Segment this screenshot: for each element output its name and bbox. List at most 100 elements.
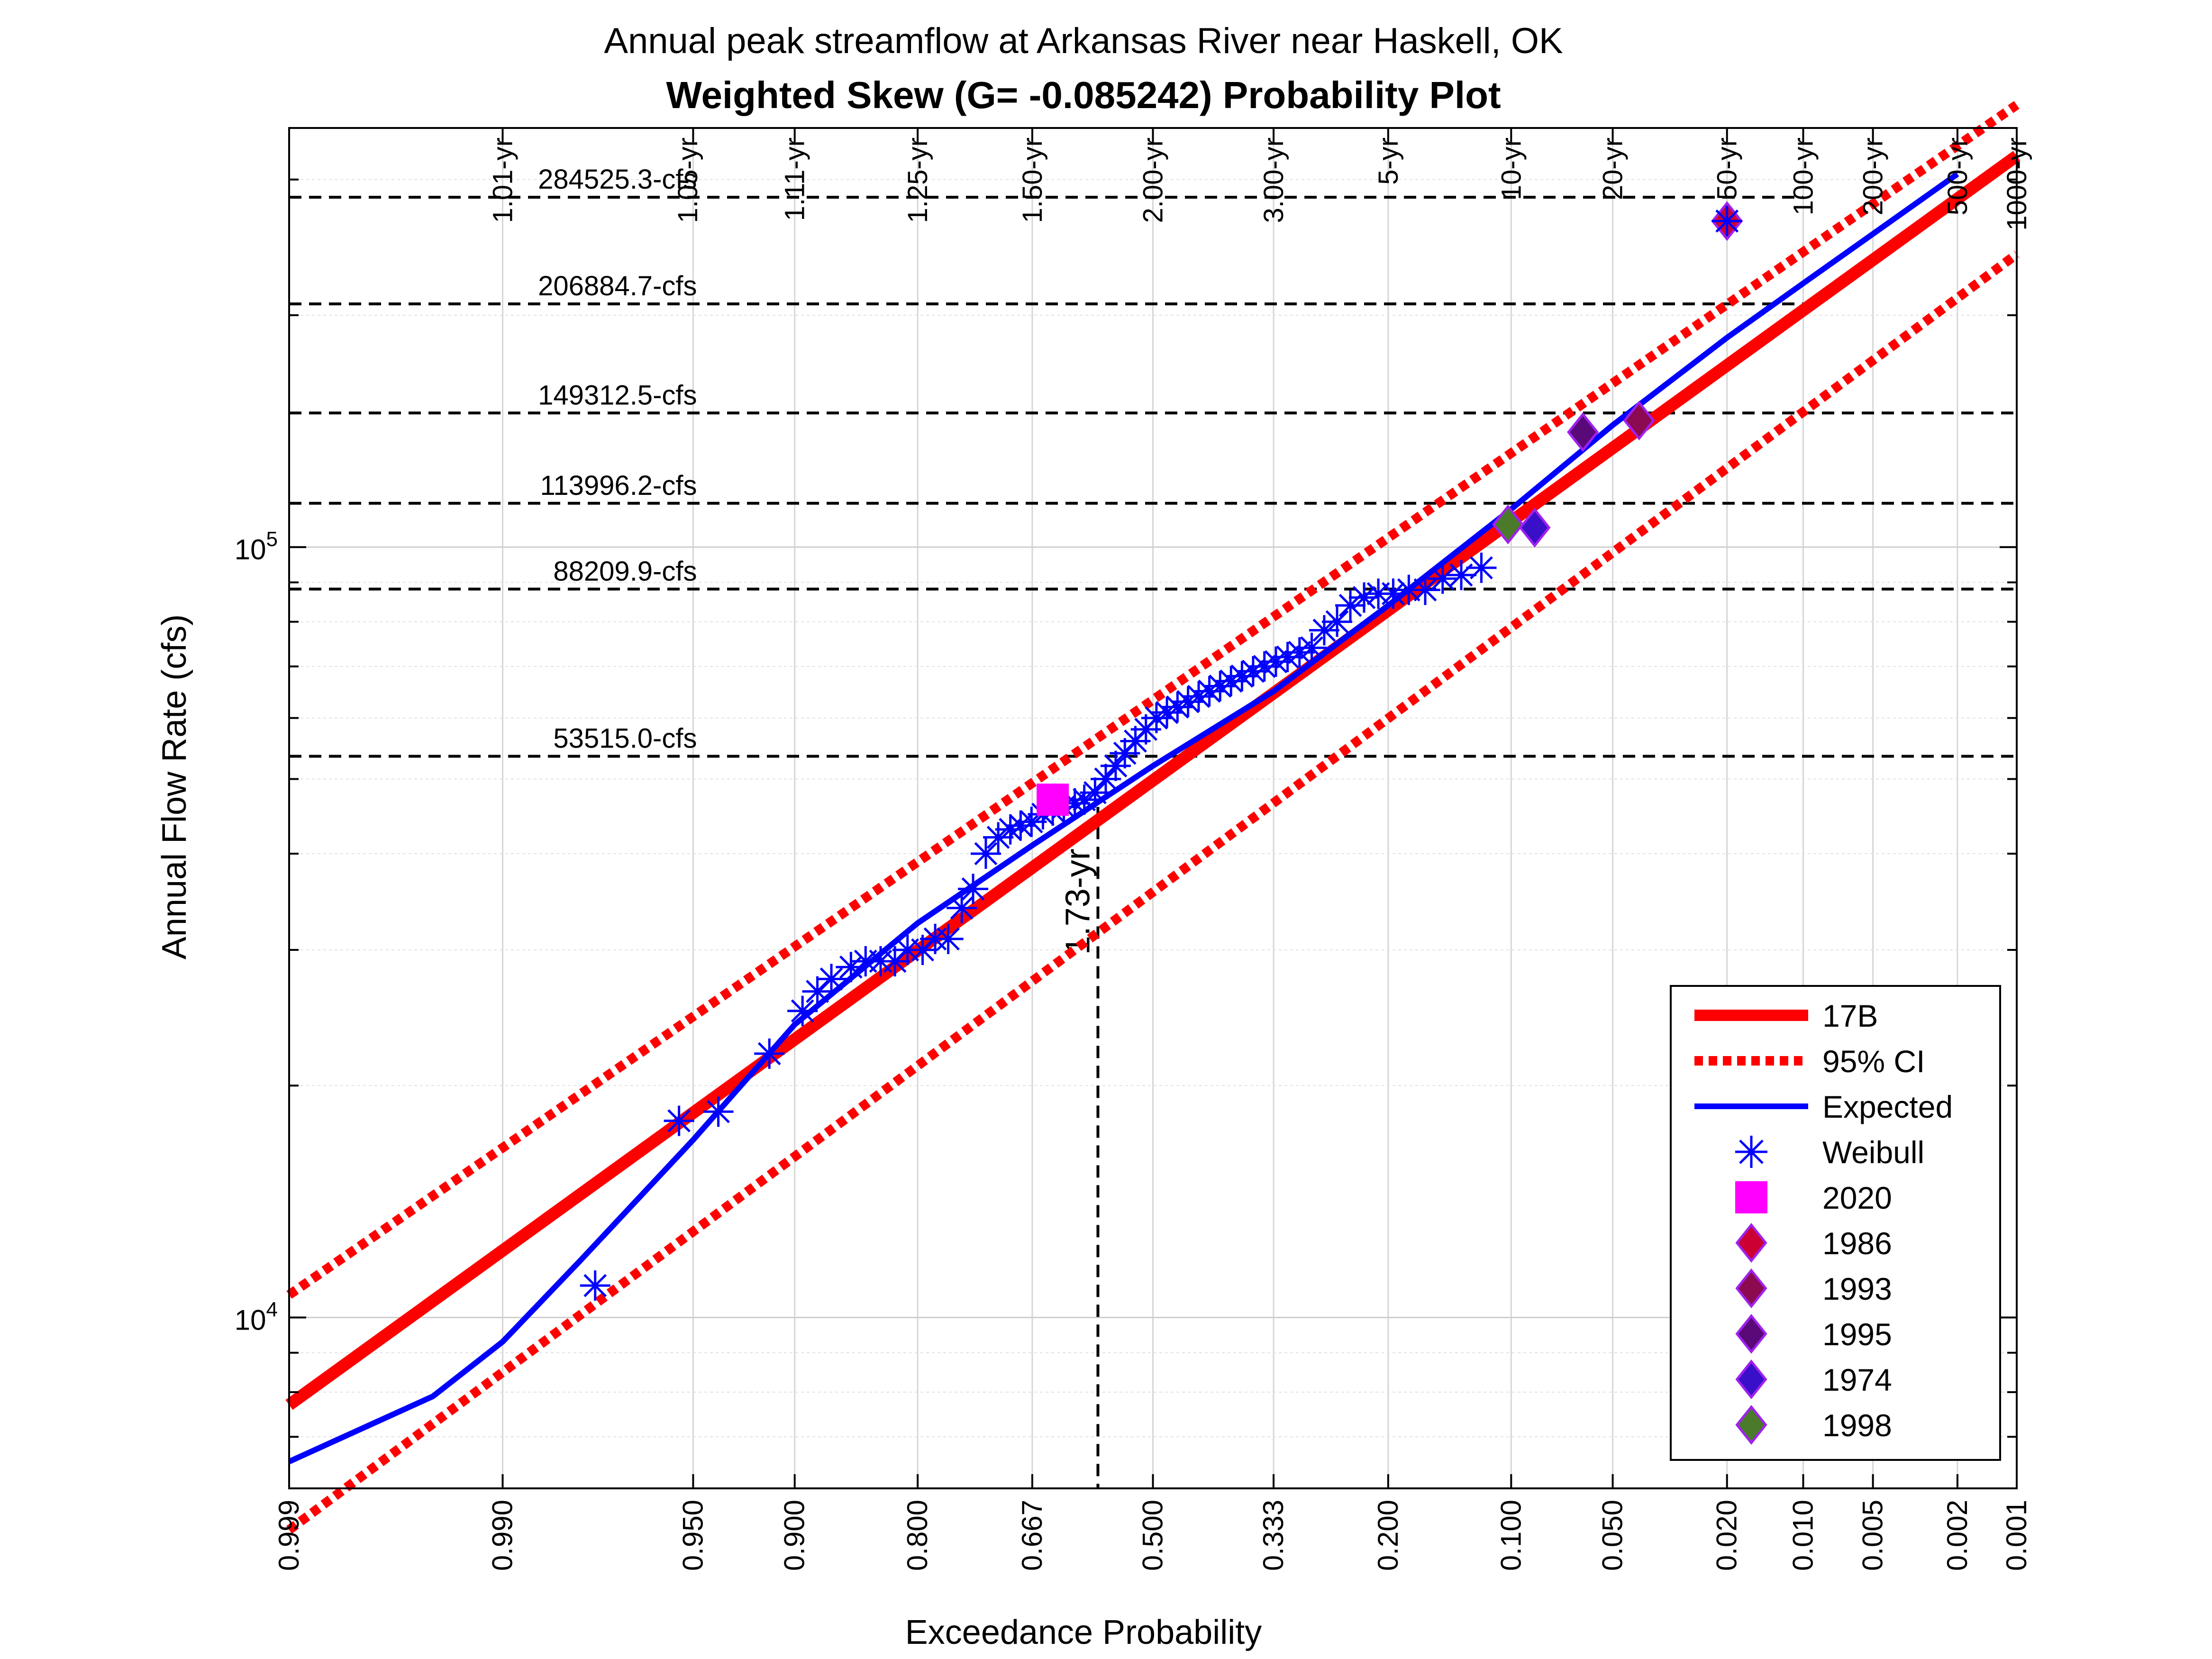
legend-label: 2020 bbox=[1822, 1180, 1892, 1215]
return-period-label: 1.25-yr bbox=[902, 137, 933, 223]
y-tick-label: 104 bbox=[235, 1298, 278, 1336]
weibull-point bbox=[1427, 563, 1458, 594]
star-stroke bbox=[839, 955, 863, 979]
return-period-label: 2.00-yr bbox=[1138, 137, 1169, 223]
x-tick-label: 0.500 bbox=[1137, 1500, 1169, 1571]
star-stroke bbox=[1413, 578, 1437, 602]
return-period-label: 5-yr bbox=[1373, 137, 1404, 185]
weibull-point bbox=[1309, 615, 1339, 646]
weibull-point bbox=[1410, 574, 1440, 605]
star-stroke bbox=[1312, 619, 1336, 642]
weibull-point bbox=[1284, 637, 1315, 668]
axes: 0.999 0.990 0.950 0.900 0.800 0.667 0.500 0.333… bbox=[235, 127, 2032, 1571]
return-period-label: 1.50-yr bbox=[1017, 137, 1048, 223]
star-stroke bbox=[583, 1274, 607, 1297]
weibull-point bbox=[787, 995, 818, 1026]
x-tick-label: 0.667 bbox=[1016, 1500, 1048, 1571]
return-period-label: 200-yr bbox=[1858, 137, 1889, 215]
star-stroke bbox=[791, 999, 814, 1023]
star-stroke bbox=[1276, 645, 1300, 669]
star-stroke bbox=[667, 1109, 691, 1132]
x-tick-label: 0.005 bbox=[1857, 1500, 1889, 1571]
legend-label: 17B bbox=[1822, 998, 1878, 1033]
star-stroke bbox=[1288, 640, 1311, 664]
star-stroke bbox=[961, 877, 985, 901]
legend-swatch bbox=[1735, 1313, 1767, 1354]
legend-swatch bbox=[1735, 1136, 1767, 1168]
x-tick-label: 0.950 bbox=[677, 1500, 709, 1571]
weibull-point bbox=[1272, 642, 1303, 673]
star-stroke bbox=[1352, 586, 1376, 610]
return-period-label: 1.11-yr bbox=[780, 137, 810, 221]
weibull-point bbox=[1296, 632, 1327, 663]
legend-label: 95% CI bbox=[1822, 1044, 1925, 1079]
star-stroke bbox=[1230, 665, 1254, 688]
legend-swatch bbox=[1735, 1268, 1767, 1309]
flow-label: 53515.0-cfs bbox=[553, 723, 697, 754]
series-lines bbox=[285, 101, 2021, 1534]
return-period-label: 20-yr bbox=[1598, 137, 1629, 200]
x-tick-label: 0.050 bbox=[1597, 1500, 1629, 1571]
legend-label: 1998 bbox=[1822, 1408, 1892, 1443]
star-stroke bbox=[1739, 1139, 1764, 1164]
weibull-point bbox=[1466, 552, 1497, 583]
weibull-point bbox=[580, 1270, 610, 1301]
return-period-label: 3.00-yr bbox=[1258, 137, 1289, 223]
legend-swatch bbox=[1735, 1359, 1767, 1400]
star-stroke bbox=[1155, 701, 1179, 724]
return-period-label: 10-yr bbox=[1496, 137, 1527, 200]
star-stroke bbox=[950, 896, 974, 920]
star-stroke bbox=[1264, 650, 1288, 674]
y-tick-label: 105 bbox=[235, 528, 278, 565]
x-tick-label: 0.100 bbox=[1495, 1500, 1527, 1571]
weibull-point bbox=[1110, 738, 1140, 769]
chart-subtitle: Weighted Skew (G= -0.085242) Probability… bbox=[666, 74, 1501, 116]
return-period-label: 500-yr bbox=[1942, 137, 1973, 215]
weibull-point bbox=[947, 893, 977, 923]
star-stroke bbox=[1300, 636, 1323, 660]
weibull-point bbox=[1446, 560, 1477, 591]
return-period-label: 1.01-yr bbox=[488, 137, 519, 223]
weibull-point bbox=[816, 964, 847, 994]
star-stroke bbox=[1325, 610, 1349, 634]
legend-label: 1974 bbox=[1822, 1362, 1892, 1397]
data-markers bbox=[580, 201, 1743, 1301]
star-stroke bbox=[1253, 655, 1276, 678]
weibull-point bbox=[1322, 606, 1353, 637]
star-stroke bbox=[1241, 659, 1265, 683]
flow-label: 284525.3-cfs bbox=[538, 164, 697, 195]
legend-label: 1986 bbox=[1822, 1226, 1892, 1261]
weibull-point bbox=[1249, 651, 1280, 682]
legend-label: Expected bbox=[1822, 1089, 1953, 1124]
weibull-point bbox=[664, 1105, 694, 1136]
star-stroke bbox=[1470, 556, 1493, 580]
reference-lines: 284525.3-cfs 206884.7-cfs 149312.5-cfs 1139… bbox=[289, 164, 2017, 1488]
weibull-point bbox=[1260, 646, 1291, 677]
x-tick-label: 0.800 bbox=[901, 1500, 933, 1571]
x-tick-label: 0.001 bbox=[2001, 1500, 2032, 1571]
flow-label: 149312.5-cfs bbox=[538, 380, 697, 410]
legend-swatch bbox=[1735, 1404, 1767, 1445]
return-period-label: 1000-yr bbox=[2002, 137, 2032, 231]
star-stroke bbox=[1104, 754, 1128, 778]
x-tick-label: 0.200 bbox=[1372, 1500, 1404, 1571]
y-axis-label: Annual Flow Rate (cfs) bbox=[155, 614, 193, 959]
x-tick-label: 0.999 bbox=[273, 1500, 305, 1571]
series-17b-line bbox=[285, 151, 2021, 1410]
weibull-point bbox=[958, 874, 989, 904]
weibull-point bbox=[754, 1038, 785, 1069]
weibull-point bbox=[1711, 206, 1742, 237]
legend-label: Weibull bbox=[1822, 1135, 1924, 1170]
x-axis-label: Exceedance Probability bbox=[905, 1613, 1262, 1651]
x-tick-label: 0.333 bbox=[1257, 1500, 1289, 1571]
point-1995 bbox=[1567, 412, 1599, 452]
legend: 17B 95% CI Expected Weibull 2020 1986 1993 1995… bbox=[1670, 985, 2001, 1461]
star-stroke bbox=[1397, 578, 1420, 602]
legend-swatch bbox=[1735, 1222, 1767, 1263]
star-stroke bbox=[937, 927, 960, 951]
chart-title: Annual peak streamflow at Arkansas River… bbox=[604, 21, 1563, 61]
x-tick-label: 0.020 bbox=[1711, 1500, 1743, 1571]
star-stroke bbox=[1094, 767, 1118, 791]
flow-label: 113996.2-cfs bbox=[540, 470, 697, 501]
weibull-point bbox=[802, 976, 833, 1007]
